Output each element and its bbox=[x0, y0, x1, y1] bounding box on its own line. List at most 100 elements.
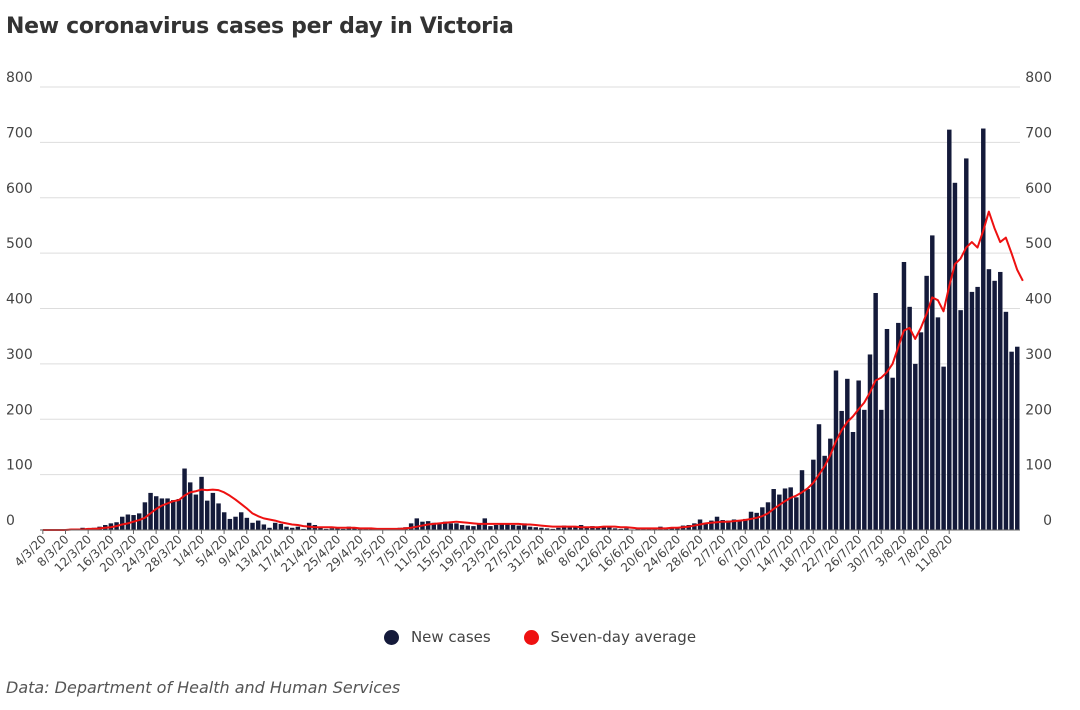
bar bbox=[159, 498, 165, 530]
legend: New cases Seven-day average bbox=[0, 628, 1080, 649]
bar bbox=[561, 525, 567, 530]
bar bbox=[964, 158, 969, 530]
bar bbox=[816, 424, 822, 530]
bar bbox=[867, 354, 873, 530]
y-tick-label-left: 700 bbox=[6, 125, 33, 141]
chart-title: New coronavirus cases per day in Victori… bbox=[6, 14, 514, 39]
y-tick-label-right: 0 bbox=[1043, 513, 1052, 529]
bar bbox=[805, 489, 810, 530]
bar bbox=[425, 521, 431, 530]
bar bbox=[850, 431, 856, 530]
y-tick-label-left: 0 bbox=[6, 513, 15, 529]
bar bbox=[896, 322, 901, 530]
bar bbox=[448, 523, 454, 530]
bar bbox=[329, 528, 335, 530]
bar bbox=[737, 520, 742, 530]
legend-item-seven-day-average[interactable]: Seven-day average bbox=[523, 628, 697, 646]
bar bbox=[765, 502, 771, 530]
y-tick-label-right: 500 bbox=[1025, 236, 1052, 252]
bar bbox=[210, 492, 216, 530]
bar bbox=[284, 526, 289, 530]
bar bbox=[465, 525, 471, 530]
legend-item-new-cases[interactable]: New cases bbox=[383, 628, 491, 646]
legend-label-seven-day-average: Seven-day average bbox=[550, 628, 697, 646]
bar bbox=[340, 528, 346, 530]
bar bbox=[714, 516, 720, 530]
bar bbox=[975, 286, 980, 530]
x-axis: 4/3/208/3/2012/3/2016/3/2020/3/2024/3/20… bbox=[12, 529, 1020, 575]
bar bbox=[998, 271, 1003, 530]
source-note: Data: Department of Health and Human Ser… bbox=[6, 678, 401, 697]
bar bbox=[941, 366, 946, 530]
y-tick-label-left: 200 bbox=[6, 402, 33, 418]
bar bbox=[754, 512, 759, 530]
bar bbox=[193, 494, 199, 530]
bar bbox=[884, 328, 890, 530]
bar bbox=[822, 455, 827, 530]
bar bbox=[873, 293, 878, 530]
bar bbox=[607, 526, 612, 530]
bar bbox=[907, 306, 912, 530]
bar bbox=[794, 497, 799, 530]
bar bbox=[148, 492, 153, 530]
bar bbox=[748, 511, 754, 530]
bar bbox=[125, 514, 131, 530]
bar bbox=[539, 527, 544, 530]
bar bbox=[862, 409, 867, 530]
bar bbox=[533, 527, 538, 530]
bar bbox=[120, 516, 125, 530]
bar bbox=[969, 291, 975, 530]
bar bbox=[986, 269, 992, 530]
bar bbox=[522, 523, 527, 530]
y-tick-label-right: 200 bbox=[1025, 402, 1052, 418]
bar bbox=[703, 522, 708, 530]
bar bbox=[255, 520, 261, 530]
bar bbox=[272, 522, 278, 530]
bar bbox=[828, 438, 833, 530]
bar bbox=[856, 380, 861, 530]
y-tick-label-right: 700 bbox=[1025, 125, 1052, 141]
bar bbox=[901, 261, 907, 530]
bar bbox=[352, 528, 357, 530]
bar bbox=[323, 528, 329, 530]
bar bbox=[782, 488, 788, 530]
bar bbox=[476, 524, 482, 530]
bar bbox=[471, 526, 476, 530]
bar bbox=[981, 128, 986, 530]
bar bbox=[573, 526, 578, 530]
y-tick-label-left: 500 bbox=[6, 236, 33, 252]
bar bbox=[165, 498, 170, 530]
y-axis-right: 0 100 200 300 400 500 600 700 800 bbox=[1025, 70, 1052, 529]
bar bbox=[556, 527, 561, 530]
bar bbox=[199, 476, 204, 530]
y-tick-label-left: 400 bbox=[6, 292, 33, 308]
legend-label-new-cases: New cases bbox=[410, 628, 491, 646]
bar bbox=[618, 528, 623, 530]
bar bbox=[879, 409, 884, 530]
bar bbox=[550, 528, 555, 530]
y-tick-label-right: 800 bbox=[1025, 70, 1052, 86]
bar bbox=[261, 524, 267, 530]
bar bbox=[924, 275, 929, 530]
y-tick-label-left: 600 bbox=[6, 181, 33, 197]
bar bbox=[431, 522, 437, 530]
bar bbox=[170, 500, 176, 530]
bar bbox=[493, 525, 499, 530]
average-line bbox=[42, 210, 1024, 531]
bar bbox=[1009, 351, 1014, 530]
y-tick-label-left: 300 bbox=[6, 347, 33, 363]
bar bbox=[720, 520, 725, 530]
bar bbox=[635, 528, 640, 530]
y-tick-label-left: 100 bbox=[6, 458, 33, 474]
bar bbox=[442, 521, 448, 530]
bar bbox=[278, 523, 284, 530]
bar bbox=[913, 363, 918, 531]
bar bbox=[176, 498, 182, 530]
bar bbox=[142, 502, 148, 530]
bar bbox=[414, 518, 420, 530]
bar bbox=[731, 519, 737, 530]
bar bbox=[918, 332, 924, 530]
bar bbox=[301, 528, 306, 530]
bar bbox=[454, 523, 459, 530]
bar bbox=[267, 527, 272, 530]
